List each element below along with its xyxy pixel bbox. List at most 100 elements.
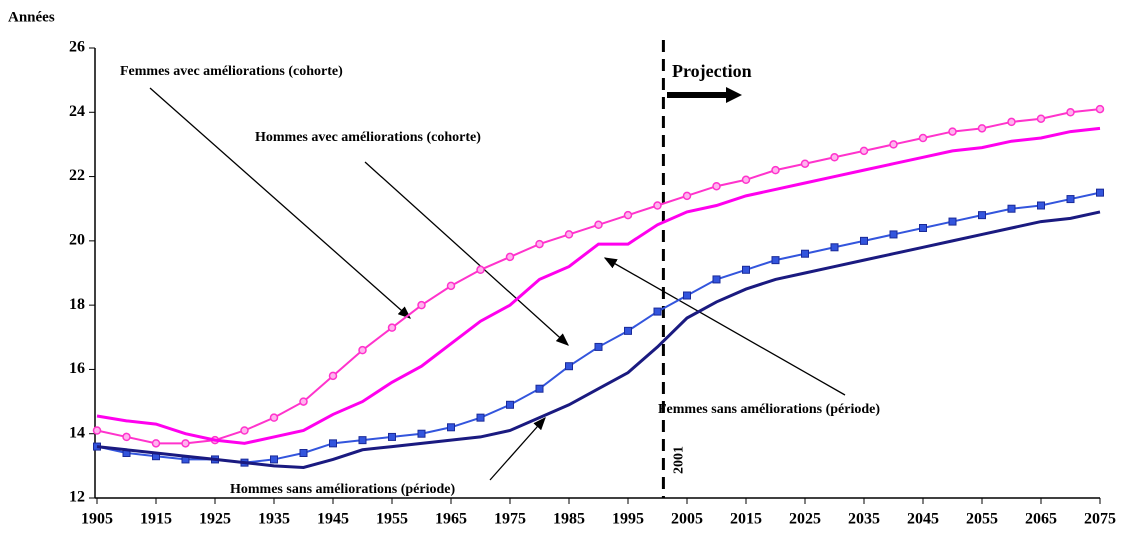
y-tick-label: 18: [69, 296, 85, 313]
point: [417, 429, 426, 438]
x-tick-label: 2025: [789, 511, 821, 528]
point: [299, 397, 308, 406]
x-tick-label: 2065: [1025, 511, 1057, 528]
x-tick-label: 2015: [730, 511, 762, 528]
point: [653, 307, 662, 316]
series-line: [96, 191, 1101, 464]
point: [564, 230, 574, 239]
point: [623, 210, 633, 220]
projection-arrow-head: [726, 87, 742, 103]
point: [889, 230, 898, 239]
x-tick-label: 1925: [199, 511, 231, 528]
x-tick-label: 1955: [376, 511, 408, 528]
point: [535, 239, 544, 249]
point: [505, 252, 515, 262]
annotation-arrow: [149, 87, 411, 319]
point: [682, 191, 692, 201]
point: [860, 236, 868, 245]
x-tick-label: 2035: [848, 511, 880, 528]
point: [1066, 108, 1075, 117]
point: [446, 281, 456, 291]
x-tick-label: 1945: [317, 511, 349, 528]
point: [830, 153, 839, 162]
point: [358, 436, 367, 445]
y-tick-label: 20: [69, 232, 85, 249]
point: [948, 127, 957, 136]
y-tick-label: 12: [69, 489, 85, 506]
series-line: [96, 108, 1101, 445]
y-tick-label: 26: [69, 39, 85, 56]
point: [447, 423, 455, 432]
point: [388, 432, 396, 441]
x-tick-label: 2075: [1084, 511, 1116, 528]
vertical-marker-label: 2001: [672, 446, 687, 474]
point: [1007, 117, 1016, 127]
point: [742, 265, 750, 274]
x-tick-label: 2055: [966, 511, 998, 528]
point: [889, 140, 898, 149]
point: [151, 439, 161, 448]
point: [800, 159, 810, 168]
x-tick-label: 1975: [494, 511, 526, 528]
point: [712, 275, 721, 284]
x-tick-label: 2045: [907, 511, 939, 528]
annotation: Femmes sans améliorations (période): [658, 402, 880, 417]
point: [594, 220, 603, 230]
point: [771, 165, 780, 175]
x-tick-label: 1905: [81, 511, 113, 528]
point: [92, 426, 102, 435]
y-tick-label: 22: [69, 167, 85, 184]
point: [299, 449, 308, 457]
point: [269, 413, 279, 422]
point: [417, 300, 426, 310]
y-axis-label: Années: [8, 9, 55, 25]
point: [181, 439, 190, 448]
annotation-arrow: [364, 161, 569, 346]
point: [122, 432, 131, 442]
point: [270, 455, 278, 464]
point: [741, 175, 751, 185]
point: [1096, 188, 1104, 197]
x-tick-label: 1915: [140, 511, 172, 528]
x-tick-label: 1935: [258, 511, 290, 528]
point: [1095, 104, 1105, 114]
point: [1007, 204, 1016, 213]
x-tick-label: 1995: [612, 511, 644, 528]
annotation-arrow: [489, 417, 546, 481]
annotation: Femmes avec améliorations (cohorte): [120, 64, 343, 79]
point: [240, 426, 249, 435]
point: [1036, 114, 1046, 123]
point: [594, 342, 603, 351]
point: [358, 345, 367, 355]
point: [624, 326, 632, 335]
point: [948, 217, 957, 226]
annotation-arrow: [603, 257, 846, 396]
point: [328, 371, 338, 381]
projection-label: Projection: [672, 61, 752, 81]
point: [476, 413, 485, 422]
x-tick-label: 1985: [553, 511, 585, 528]
point: [712, 181, 721, 191]
point: [565, 362, 573, 371]
series-line: [96, 210, 1101, 469]
point: [918, 133, 928, 143]
point: [506, 400, 514, 409]
point: [1037, 201, 1045, 210]
point: [387, 323, 397, 332]
point: [683, 291, 691, 300]
point: [653, 201, 662, 210]
point: [859, 146, 869, 156]
point: [801, 249, 809, 258]
series-line: [96, 126, 1101, 445]
point: [771, 256, 780, 265]
y-tick-label: 24: [69, 103, 85, 120]
point: [978, 211, 986, 220]
point: [919, 224, 927, 232]
annotation: Hommes avec améliorations (cohorte): [255, 130, 481, 145]
point: [1066, 195, 1075, 204]
point: [830, 243, 839, 252]
annotation: Hommes sans améliorations (période): [230, 482, 455, 497]
point: [476, 265, 485, 275]
point: [535, 384, 544, 393]
